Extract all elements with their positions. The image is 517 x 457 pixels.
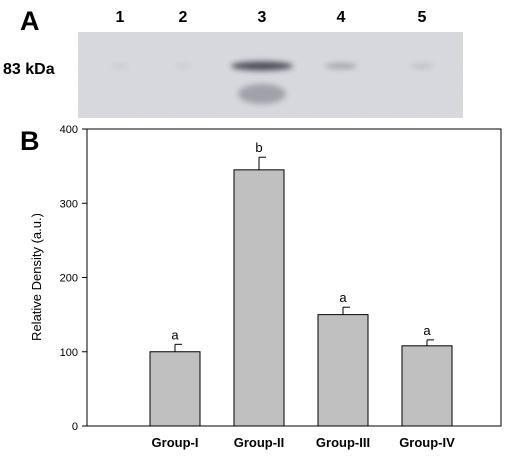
x-category-label: Group-III [316,435,370,450]
significance-letter: a [423,323,431,338]
smear-lane-3 [238,84,286,104]
significance-letter: a [339,290,347,305]
lane-labels: 1 2 3 4 5 [116,9,427,26]
lane-label-2: 2 [179,9,188,26]
band-lane-5 [410,64,434,68]
lane-label-1: 1 [116,9,125,26]
band-lane-1 [110,64,130,68]
lane-label-3: 3 [258,9,267,26]
band-lane-4 [324,63,358,69]
x-category-label: Group-I [152,435,199,450]
band-lane-2 [174,64,192,68]
x-category-label: Group-II [234,435,285,450]
y-tick-label: 0 [72,421,78,433]
significance-letter: b [255,140,262,155]
x-axis-labels: Group-I Group-II Group-III Group-IV [152,435,456,450]
significance-letter: a [171,327,179,342]
y-tick-label: 400 [60,124,78,136]
molecular-weight-marker: 83 kDa [3,61,55,78]
band-lane-3 [231,61,293,71]
bar-group-iii [317,314,369,427]
y-tick-label: 300 [60,198,78,210]
lane-label-5: 5 [418,9,427,26]
x-category-label: Group-IV [399,435,455,450]
western-blot-panel: A 1 2 3 4 5 83 kDa [3,6,463,118]
bar-group-i [149,351,201,427]
bar-group-iv [401,345,453,427]
panel-a-label: A [20,6,40,36]
bar-group-ii [233,169,285,427]
y-tick-label: 100 [60,347,78,359]
panel-b-label: B [20,126,40,156]
y-axis-ticks: 0 100 200 300 400 [60,124,87,433]
lane-label-4: 4 [337,9,346,26]
y-axis-title: Relative Density (a.u.) [29,213,44,341]
blot-texture [78,32,463,118]
y-tick-label: 200 [60,273,78,285]
blot-bands [110,61,434,104]
bars: a b a a [149,140,453,427]
